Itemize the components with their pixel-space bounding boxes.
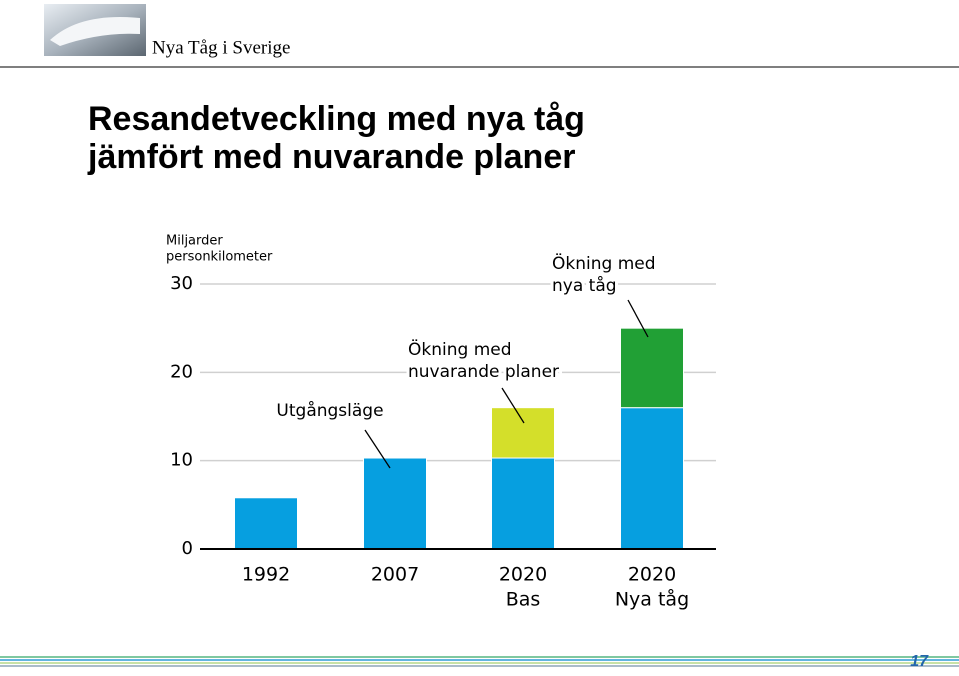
train-shape <box>50 16 140 46</box>
annotation: Ökning med <box>408 338 512 360</box>
header-title: Nya Tåg i Sverige <box>152 37 290 58</box>
bar <box>620 407 684 550</box>
x-tick-label: Nya tåg <box>615 588 689 611</box>
y-tick-label: 0 <box>182 538 193 559</box>
annotation: Utgångsläge <box>276 400 383 421</box>
annotation: nuvarande planer <box>408 362 559 382</box>
annotation: nya tåg <box>552 275 617 296</box>
y-axis-label: personkilometer <box>166 250 273 265</box>
y-tick-label: 30 <box>170 273 193 294</box>
x-tick-label: Bas <box>506 589 541 611</box>
bar <box>234 497 298 550</box>
y-tick-label: 10 <box>170 450 193 471</box>
y-axis-label: Miljarder <box>166 234 223 249</box>
x-tick-label: 2020 <box>628 564 676 586</box>
footer-stripes <box>0 656 959 667</box>
x-tick-label: 2020 <box>499 564 547 586</box>
annotation: Ökning med <box>552 252 656 274</box>
chart-title: jämfört med nuvarande planer <box>87 138 575 176</box>
page-number: 17 <box>910 653 929 670</box>
bar <box>363 457 427 550</box>
annotation-pointer <box>627 299 649 338</box>
chart-title: Resandetveckling med nya tåg <box>88 100 585 138</box>
x-tick-label: 2007 <box>371 564 419 586</box>
y-tick-label: 20 <box>170 361 193 382</box>
annotation-pointer <box>364 429 391 469</box>
annotation-pointer <box>501 387 525 424</box>
bar <box>491 457 555 550</box>
x-tick-label: 1992 <box>242 564 290 586</box>
bar <box>620 327 684 409</box>
bar <box>491 407 555 459</box>
